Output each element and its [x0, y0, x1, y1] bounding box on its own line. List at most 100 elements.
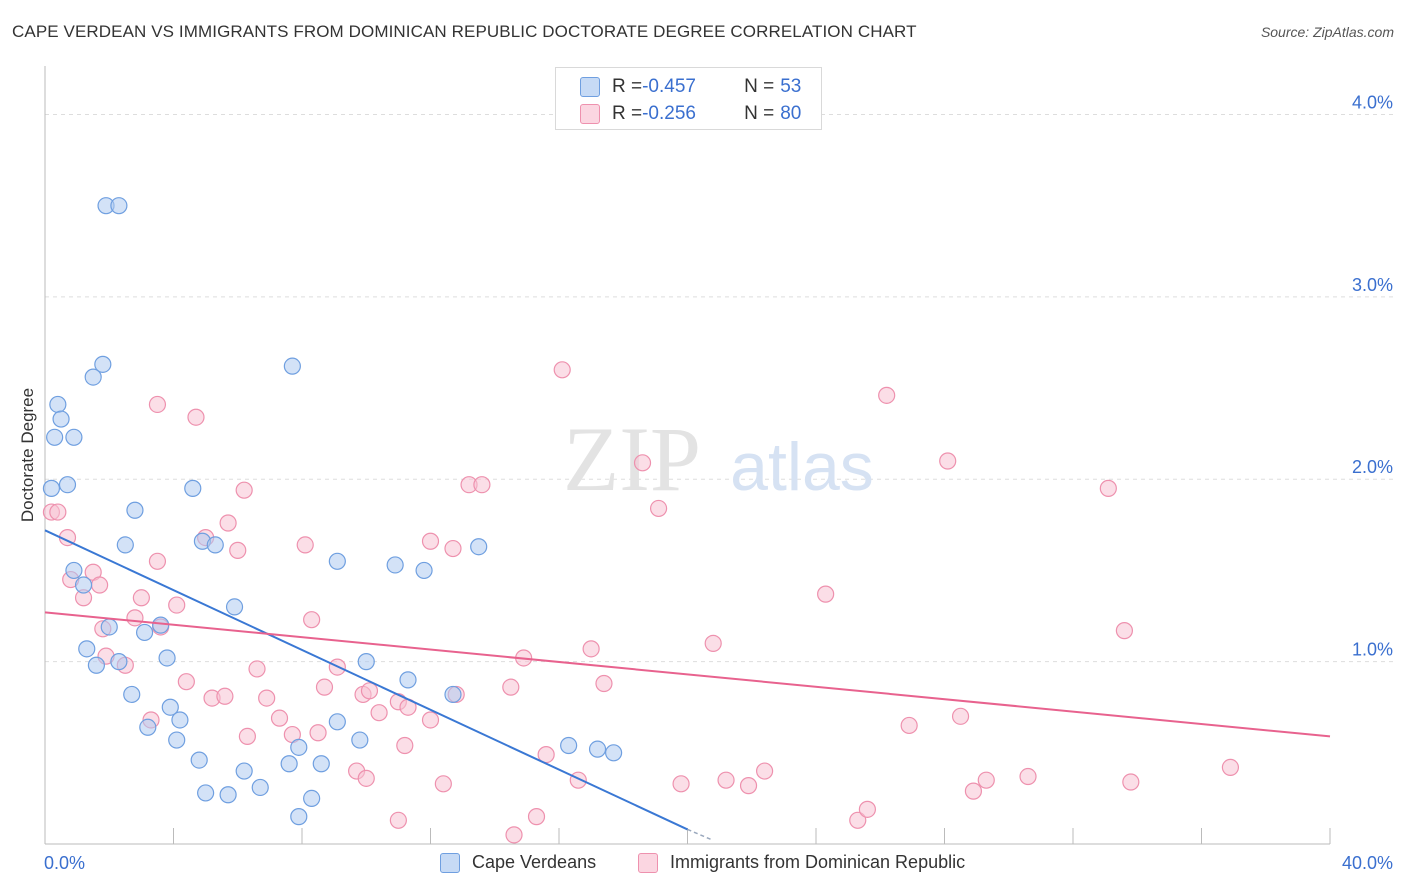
axis-labels: Doctorate Degree 0.0% 40.0% 1.0% 2.0% 3.0%… [18, 92, 1393, 873]
dominican-point [951, 707, 970, 725]
capeverdean-point [65, 561, 83, 580]
dominican-point [370, 704, 388, 722]
dominican-point [168, 596, 186, 614]
capeverdean-point [135, 623, 154, 642]
capeverdean-point [225, 598, 244, 616]
dominican-point [817, 585, 835, 603]
dominican-point [582, 640, 600, 658]
capeverdean-point [46, 428, 64, 446]
stats-r-label: R = [612, 103, 643, 124]
stats-n-label: N = [744, 103, 775, 124]
capeverdean-point [399, 671, 417, 689]
dominican-point [49, 503, 67, 521]
dominican-point [219, 514, 237, 532]
dominican-point [502, 678, 520, 696]
capeverdean-point [126, 501, 144, 519]
capeverdean-point [184, 479, 202, 497]
axes [44, 66, 1331, 845]
dominican-point [755, 762, 774, 780]
capeverdean-point [84, 368, 102, 386]
dominican-point [444, 539, 462, 558]
dominican-point [649, 499, 668, 518]
watermark-zip: ZIP [563, 408, 701, 510]
capeverdean-point [357, 653, 375, 671]
capeverdean-point [560, 736, 578, 755]
dominican-point [126, 609, 144, 627]
capeverdean-point [605, 744, 623, 762]
stats-n-label: N = [744, 76, 775, 97]
dominican-point [717, 771, 735, 789]
dominican-point [296, 536, 314, 554]
legend-swatch-pink [638, 852, 658, 873]
dominican-point [389, 811, 407, 829]
stats-r-value: -0.256 [642, 103, 696, 124]
legend-item-capeverdean[interactable]: Cape Verdeans [440, 852, 596, 873]
dominican-point [505, 826, 523, 844]
x-tick-label-min: 0.0% [44, 853, 85, 873]
capeverdean-point [386, 556, 404, 574]
capeverdean-point [283, 357, 301, 375]
dominican-point [132, 589, 150, 607]
capeverdean-point [161, 698, 179, 716]
dominican-point [1099, 479, 1117, 497]
dominican-point [357, 769, 375, 787]
capeverdean-point [168, 731, 186, 749]
x-tick-label-max: 40.0% [1342, 853, 1393, 873]
capeverdean-point [280, 755, 298, 773]
gridlines [45, 113, 1395, 663]
capeverdean-point [65, 428, 83, 446]
dominican-point [1221, 758, 1240, 777]
dominican-point [434, 775, 452, 793]
legend-item-dominican[interactable]: Immigrants from Dominican Republic [638, 852, 965, 873]
dominican-point [229, 541, 247, 559]
dominican-point [900, 716, 918, 735]
capeverdean-point [74, 576, 93, 594]
capeverdean-point [190, 751, 208, 769]
stats-r-label: R = [612, 76, 643, 97]
dominican-point [177, 673, 195, 691]
capeverdean-point [110, 653, 128, 671]
capeverdean-point [312, 755, 330, 773]
capeverdean-trend-line [44, 529, 688, 831]
series-dominican-points [42, 361, 1240, 844]
capeverdean-point [123, 685, 141, 704]
capeverdean-point [152, 616, 170, 634]
capeverdean-point [290, 738, 308, 756]
capeverdean-point [251, 778, 269, 797]
capeverdean-point [42, 479, 61, 497]
stats-swatch-blue [580, 77, 600, 97]
legend-label-capeverdean: Cape Verdeans [472, 852, 597, 872]
dominican-point [704, 634, 722, 652]
capeverdean-point [328, 713, 346, 731]
capeverdean-point [206, 536, 224, 554]
stats-n-value: 53 [780, 76, 802, 97]
dominican-point [1115, 622, 1134, 640]
capeverdean-point [78, 640, 96, 658]
dominican-point [939, 452, 957, 470]
dominican-point [258, 689, 276, 707]
capeverdean-trend-extension [687, 828, 714, 842]
capeverdean-point [100, 618, 118, 636]
dominican-point [187, 408, 205, 426]
dominican-trend-line [44, 611, 1331, 738]
stats-n-value: 80 [780, 103, 802, 124]
watermark: ZIP atlas [563, 408, 874, 510]
stats-row-dominican: R = -0.256 N = 80 [580, 103, 801, 125]
legend-swatch-blue [440, 852, 460, 873]
capeverdean-point [415, 561, 433, 580]
capeverdean-point [197, 784, 215, 802]
capeverdean-point [470, 538, 488, 556]
dominican-point [248, 660, 266, 678]
dominican-point [238, 727, 256, 745]
dominican-point [270, 709, 289, 727]
capeverdean-point [94, 355, 112, 373]
capeverdean-point [588, 740, 607, 758]
dominican-point [739, 777, 758, 795]
dominican-point [849, 811, 867, 829]
dominican-point [527, 808, 546, 826]
stats-swatch-pink [580, 104, 600, 124]
dominican-point [964, 782, 983, 800]
dominican-point [595, 674, 613, 693]
dominican-point [858, 800, 877, 818]
